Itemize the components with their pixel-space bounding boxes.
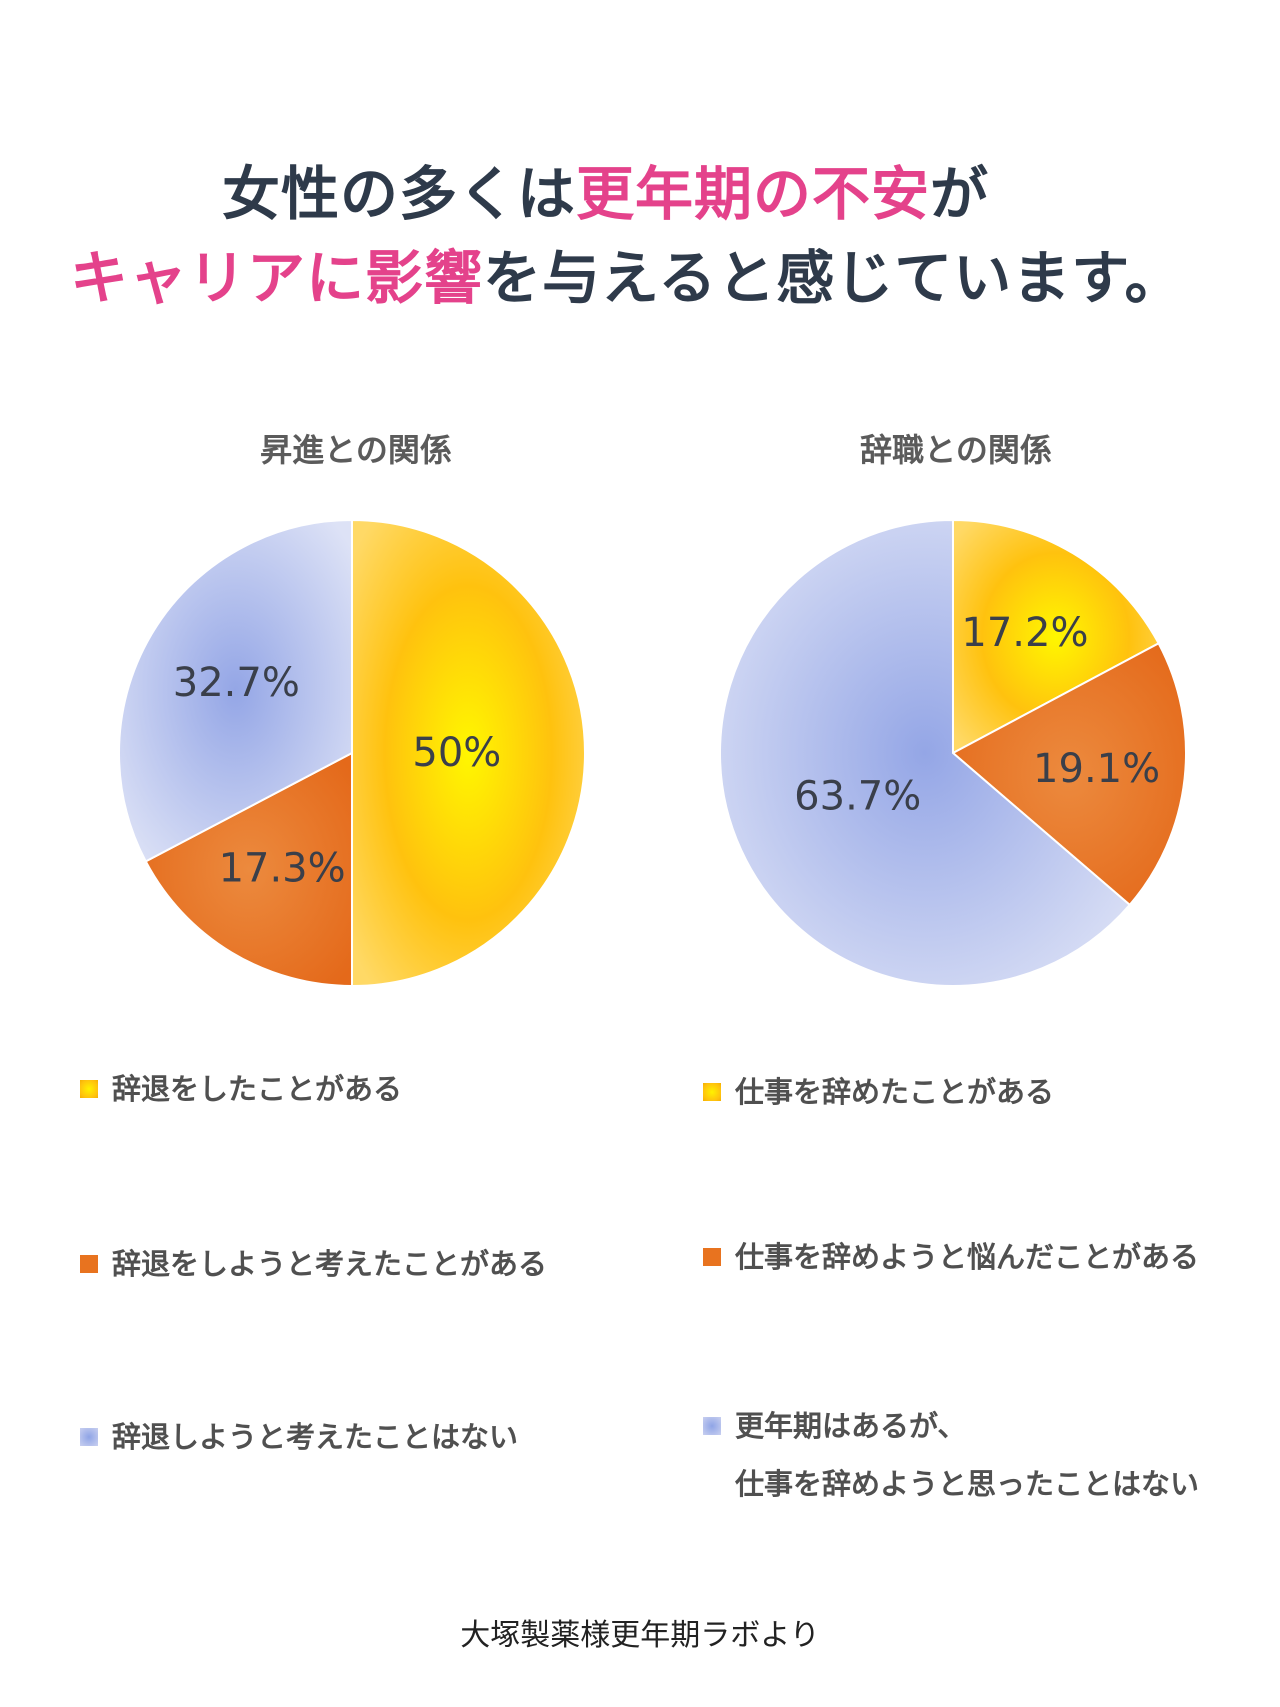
headline-line-2: キャリアに影響を与えると感じています。 [70,234,1183,322]
legend-swatch-orange [80,1255,98,1273]
legend-item: 辞退しようと考えたことはない [80,1408,518,1466]
chart-title-promotion: 昇進との関係 [260,431,452,469]
source-credit: 大塚製薬様更年期ラボより [460,1618,820,1653]
chart-title-resignation: 辞職との関係 [860,431,1052,469]
pie-slice-label: 63.7% [794,774,921,820]
headline-text: を与えると感じています。 [483,244,1184,312]
legend-swatch-blue [80,1428,98,1446]
pie-slice-blue [719,518,1132,987]
legend-label: 辞退をしようと考えたことがある [112,1247,548,1281]
pie-chart-resignation: 17.2% 19.1% 63.7% [719,518,1187,987]
pie-slice-label: 32.7% [173,660,300,706]
legend-swatch-blue [703,1417,721,1435]
legend-label: 仕事を辞めようと悩んだことがある [735,1240,1200,1274]
legend-label: 更年期はあるが、 仕事を辞めようと思ったことはない [735,1409,1200,1501]
legend-label: 仕事を辞めたことがある [735,1075,1055,1109]
legend-item: 辞退をしたことがある [80,1060,402,1118]
pie-slice-label: 17.2% [961,610,1088,656]
headline-text: 女性の多くは [222,160,577,228]
legend-swatch-yellow [80,1080,98,1098]
pie-slice-label: 17.3% [219,846,346,892]
headline-accent-text: 更年期の不安 [576,160,931,228]
pie-slice-orange [144,751,353,988]
legend-item: 仕事を辞めたことがある [703,1063,1054,1121]
legend-swatch-orange [703,1248,721,1266]
legend-label: 辞退をしたことがある [112,1072,403,1106]
pie-slice-orange [951,641,1187,907]
headline-accent-text: キャリアに影響 [70,244,484,312]
legend-label: 辞退しようと考えたことはない [112,1420,519,1454]
legend-item: 更年期はあるが、 仕事を辞めようと思ったことはない [703,1397,1199,1513]
headline-line-1: 女性の多くは更年期の不安が [222,150,989,238]
legend-item: 辞退をしようと考えたことがある [80,1235,547,1293]
pie-slice-yellow [351,518,586,988]
legend-item: 仕事を辞めようと悩んだことがある [703,1228,1199,1286]
headline-text: が [930,160,990,228]
pie-slice-blue [118,518,353,863]
legend-swatch-yellow [703,1083,721,1101]
pie-slice-yellow [952,518,1160,755]
pie-slice-label: 19.1% [1033,746,1160,792]
pie-chart-promotion: 50% 17.3% 32.7% [118,518,586,988]
pie-slice-label: 50% [412,730,501,776]
